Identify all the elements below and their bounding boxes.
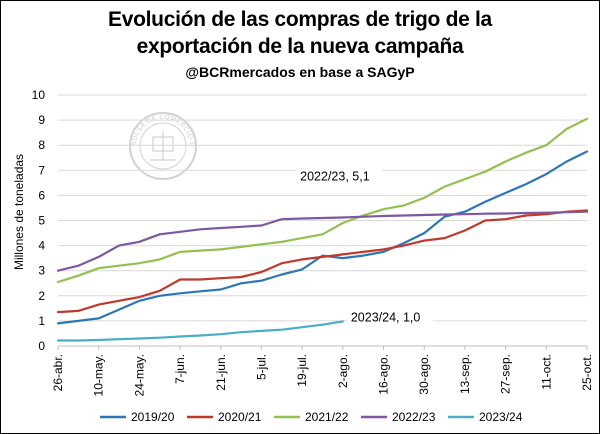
annotation-label: 2023/24, 1,0 xyxy=(351,310,421,324)
svg-text:BOLSA DE COMERCIO DE ROSARIO: BOLSA DE COMERCIO DE ROSARIO xyxy=(0,0,195,147)
legend-label: 2023/24 xyxy=(479,410,523,424)
legend-label: 2019/20 xyxy=(131,410,175,424)
axes xyxy=(57,345,588,350)
series-line-2019-20 xyxy=(56,150,589,325)
x-tick-label: 21-jun. xyxy=(214,354,228,391)
bcr-seal-watermark: BOLSA DE COMERCIO DE ROSARIO xyxy=(0,0,197,180)
legend-label: 2022/23 xyxy=(392,410,436,424)
annotation-background xyxy=(346,308,433,326)
y-tick-label: 5 xyxy=(38,214,45,228)
annotation-background xyxy=(296,167,383,185)
x-tick-label: 13-sep. xyxy=(458,354,472,394)
x-tick-label: 27-sep. xyxy=(499,354,513,394)
chart-title: Evolución de las compras de trigo de la … xyxy=(0,6,600,60)
y-tick-label: 0 xyxy=(38,339,45,353)
y-tick-label: 9 xyxy=(38,113,45,127)
y-tick-label: 7 xyxy=(38,163,45,177)
y-tick-label: 10 xyxy=(32,88,46,102)
x-tick-label: 25-oct. xyxy=(580,354,594,391)
seal-text: BOLSA DE COMERCIO DE ROSARIO xyxy=(0,0,195,147)
x-tick-label: 2-ago. xyxy=(336,354,350,388)
annotations: 2022/23, 5,1 2023/24, 1,0 xyxy=(296,167,433,326)
y-tick-label: 4 xyxy=(38,239,45,253)
title-line-2: exportación de la nueva campaña xyxy=(136,35,464,58)
y-tick-label: 8 xyxy=(38,138,45,152)
y-tick-label: 1 xyxy=(38,314,45,328)
x-tick-label: 19-jul. xyxy=(295,354,309,387)
y-axis-label: Millones de toneladas xyxy=(12,154,26,270)
y-tick-label: 6 xyxy=(38,188,45,202)
y-tick-label: 3 xyxy=(38,264,45,278)
title-line-1: Evolución de las compras de trigo de la xyxy=(108,8,492,31)
annotation-label: 2022/23, 5,1 xyxy=(300,169,370,183)
series-line-2021-22 xyxy=(56,117,589,284)
legend: 2019/20 2020/21 2021/22 2022/23 2023/24 xyxy=(100,410,523,424)
legend-label: 2021/22 xyxy=(305,410,349,424)
x-tick-label: 24-may. xyxy=(132,354,146,396)
x-tick-label: 10-may. xyxy=(92,354,106,396)
y-tick-labels: 0 1 2 3 4 5 6 7 8 9 10 xyxy=(32,88,46,353)
chart-subtitle: @BCRmercados en base a SAGyP xyxy=(185,64,415,80)
series-line-2023-24 xyxy=(56,320,344,342)
series-line-2020-21 xyxy=(56,209,589,314)
x-tick-label: 30-ago. xyxy=(417,354,431,395)
y-tick-label: 2 xyxy=(38,289,45,303)
x-tick-label: 11-oct. xyxy=(539,354,553,390)
x-tick-label: 16-ago. xyxy=(377,354,391,395)
legend-label: 2020/21 xyxy=(218,410,262,424)
series-lines xyxy=(56,117,589,342)
x-tick-label: 26-abr. xyxy=(51,354,65,391)
x-tick-label: 5-jul. xyxy=(254,354,268,380)
x-tick-label: 7-jun. xyxy=(173,354,187,384)
x-tick-labels: 26-abr. 10-may. 24-may. 7-jun. 21-jun. 5-jul.… xyxy=(51,354,594,396)
series-line-2022-23 xyxy=(56,210,589,272)
